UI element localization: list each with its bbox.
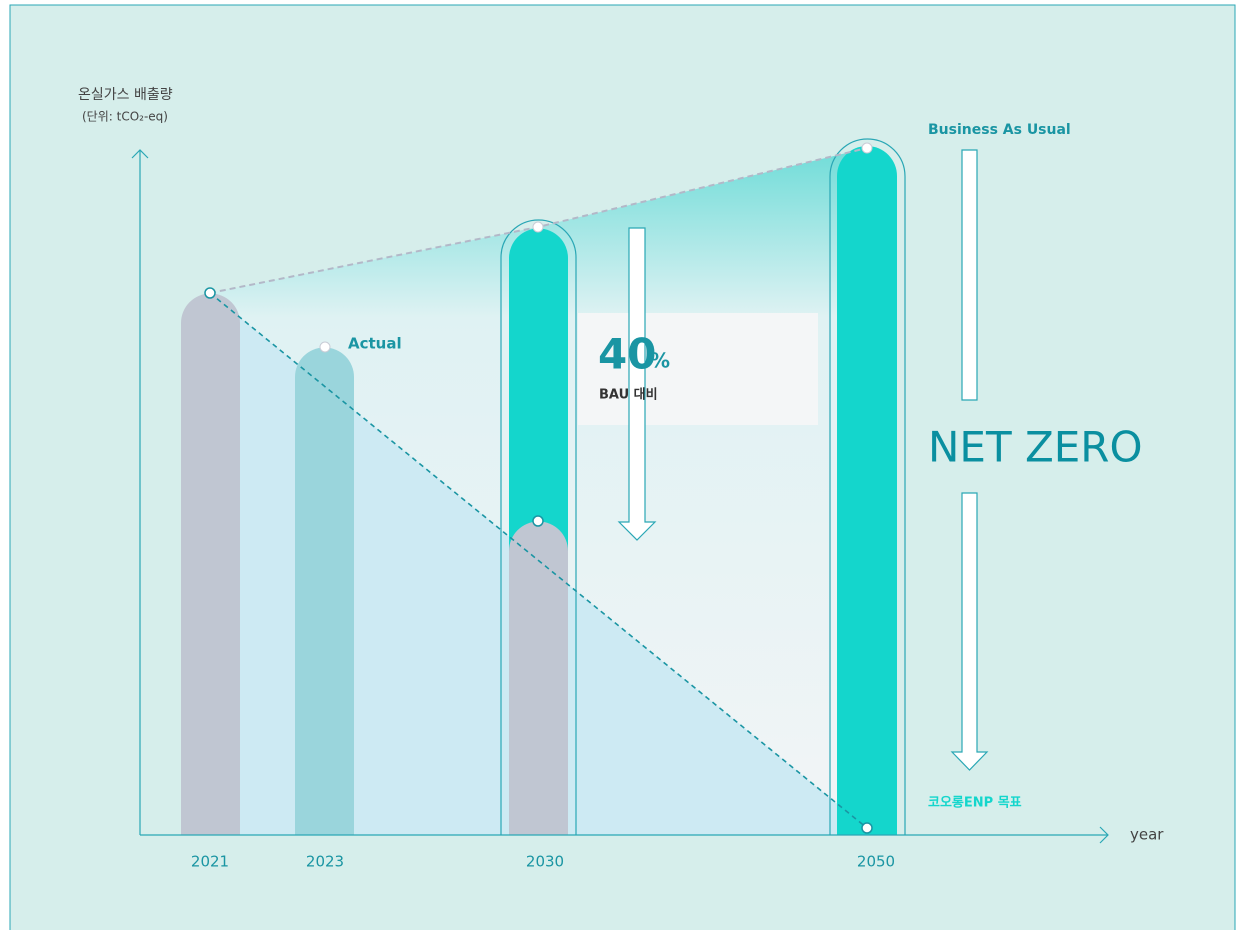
y-unit: (단위: tCO₂-eq) (82, 110, 168, 124)
bau-label: Business As Usual (928, 122, 1071, 138)
target-label: 코오롱ENP 목표 (928, 796, 1022, 811)
reduction-unit: % (650, 349, 670, 373)
netzero-arrow-top (961, 149, 978, 401)
reduction-note: BAU 대비 (599, 388, 658, 403)
netzero-label: NET ZERO (928, 423, 1143, 472)
x-arrow (1099, 826, 1109, 844)
year-label: 2050 (857, 853, 895, 871)
bar-actual-2030 (509, 521, 568, 835)
y-arrow (131, 149, 149, 159)
bar-bau-2050 (837, 146, 897, 835)
bar-outline-2030 (500, 219, 577, 835)
year-label: 2023 (306, 853, 344, 871)
bar-outline-2050 (829, 138, 906, 835)
point (532, 221, 544, 233)
point (204, 287, 216, 299)
point (532, 515, 544, 527)
y-label: 온실가스 배출량 (78, 87, 173, 103)
point (319, 341, 331, 353)
point (861, 822, 873, 834)
netzero-arrow-bottom (950, 492, 989, 771)
reduction-value: 40 (598, 330, 656, 379)
note-box (578, 313, 818, 425)
year-label: 2021 (191, 853, 229, 871)
actual-label: Actual (348, 335, 402, 353)
x-label: year (1130, 826, 1164, 844)
target-line (209, 292, 868, 829)
bar-2023 (295, 347, 354, 835)
reduction-arrow (617, 227, 657, 541)
point (861, 142, 873, 154)
year-label: 2030 (526, 853, 564, 871)
bar-2021 (181, 293, 240, 835)
